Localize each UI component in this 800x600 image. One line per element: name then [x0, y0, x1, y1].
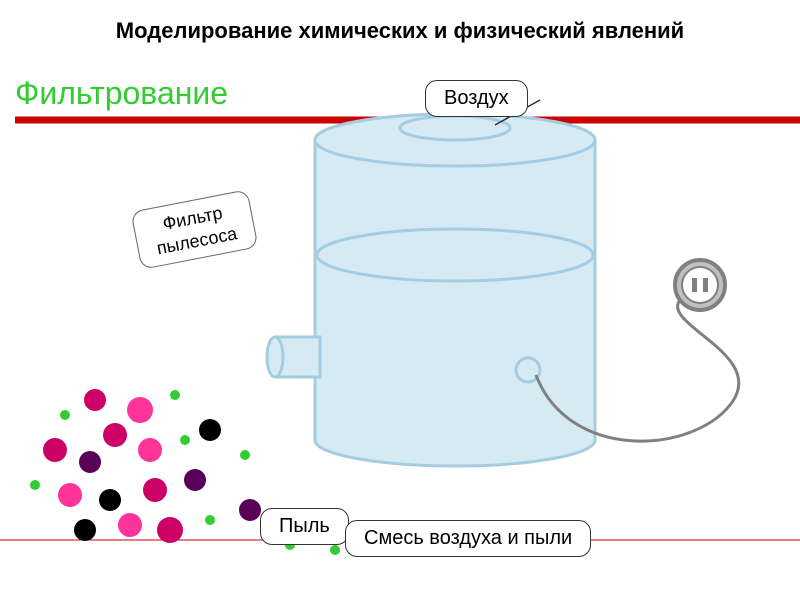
particle [180, 435, 190, 445]
particle [118, 513, 142, 537]
particle [330, 545, 340, 555]
particle [60, 410, 70, 420]
label-mixture: Смесь воздуха и пыли [345, 520, 591, 557]
particle [143, 478, 167, 502]
inlet-pipe [267, 337, 320, 377]
port [516, 358, 540, 382]
label-dust: Пыль [260, 508, 349, 545]
particle [170, 390, 180, 400]
particle [103, 423, 127, 447]
particle [58, 483, 82, 507]
particle [99, 489, 121, 511]
particle [184, 469, 206, 491]
label-dust-text: Пыль [279, 515, 330, 537]
label-air-text: Воздух [444, 87, 509, 109]
particle [84, 389, 106, 411]
label-mixture-text: Смесь воздуха и пыли [364, 527, 572, 549]
plug [675, 260, 725, 310]
page-title: Моделирование химических и физический яв… [0, 18, 800, 44]
particle [43, 438, 67, 462]
particle [157, 517, 183, 543]
particle [30, 480, 40, 490]
particle [239, 499, 261, 521]
particle [138, 438, 162, 462]
cord [536, 300, 739, 441]
particle [74, 519, 96, 541]
label-filter: Фильтр пылесоса [130, 189, 258, 270]
page-subtitle: Фильтрование [15, 75, 228, 112]
particle [240, 450, 250, 460]
label-air: Воздух [425, 80, 528, 117]
particle [199, 419, 221, 441]
particle [127, 397, 153, 423]
particle [205, 515, 215, 525]
vessel [315, 114, 595, 466]
particle [79, 451, 101, 473]
